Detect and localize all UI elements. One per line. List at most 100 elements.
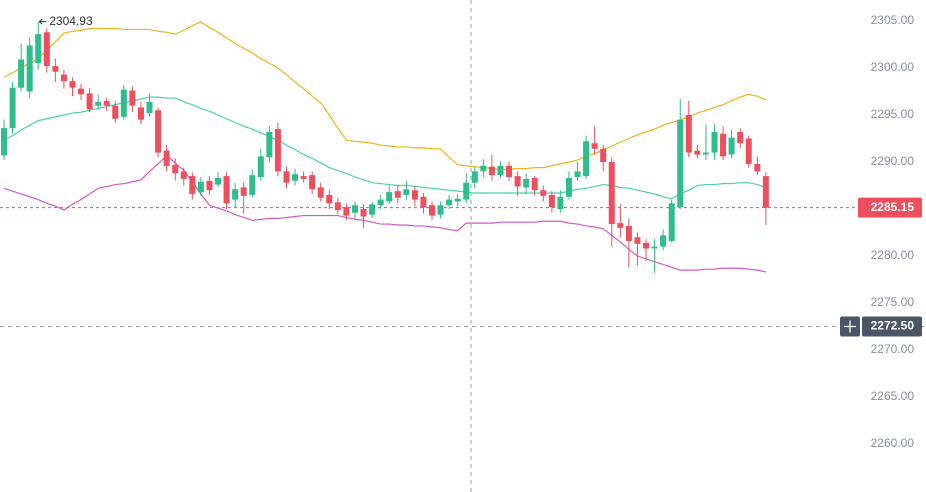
candle-body (565, 177, 572, 197)
candle-body (9, 87, 16, 129)
candle-body (634, 237, 641, 244)
y-tick-label: 2300.00 (871, 60, 915, 74)
candle-body (728, 137, 735, 155)
last-price-label: 2285.15 (871, 200, 915, 214)
bollinger-band (3, 21, 767, 171)
y-tick-label: 2275.00 (871, 295, 915, 309)
candle-body (1, 128, 7, 156)
crosshair-tag (862, 316, 922, 337)
candle-body (463, 182, 470, 200)
candle-body (35, 34, 42, 64)
candle-body (702, 152, 709, 155)
candle-body (643, 242, 649, 249)
candle-body (95, 101, 102, 106)
candle-body (625, 225, 632, 241)
candle-body (146, 101, 153, 114)
candle-body (540, 190, 547, 196)
candle-body (583, 141, 590, 177)
candle-body (480, 165, 487, 172)
candle-body (52, 66, 59, 72)
candle-body (155, 110, 162, 153)
candle-body (309, 175, 316, 190)
candle-body (454, 198, 461, 202)
crosshair-add-icon (844, 320, 856, 333)
candle-body (685, 114, 692, 153)
candle-body (497, 165, 504, 176)
candle-body (548, 194, 555, 208)
candles-layer: 2304.93 (1, 14, 769, 273)
candle-body (762, 176, 769, 208)
candle-body (103, 100, 110, 106)
y-tick-label: 2305.00 (871, 13, 915, 27)
candle-body (129, 90, 136, 106)
candle-body (557, 196, 564, 210)
candle-body (531, 177, 538, 191)
candle-body (334, 202, 341, 210)
candle-body (677, 119, 684, 208)
candle-body (574, 171, 581, 178)
candle-body (386, 192, 393, 202)
candle-body (172, 164, 179, 174)
candle-body (18, 59, 25, 88)
high-marker-arrow (38, 18, 47, 25)
candle-body (78, 88, 85, 95)
y-tick-label: 2280.00 (871, 248, 915, 262)
candle-body (694, 150, 701, 155)
candle-body (711, 131, 718, 153)
y-tick-label: 2295.00 (871, 107, 915, 121)
candle-body (232, 189, 239, 200)
candle-body (257, 156, 264, 178)
candle-body (215, 177, 221, 185)
candle-body (506, 165, 513, 178)
candle-body (591, 143, 598, 149)
candle-body (137, 107, 144, 120)
candle-body (488, 166, 495, 176)
candle-body (86, 93, 93, 110)
candle-body (206, 180, 213, 191)
candle-body (240, 187, 247, 196)
candle-body (266, 131, 273, 158)
candle-body (189, 176, 196, 194)
candle-body (249, 175, 256, 195)
candle-body (668, 203, 675, 241)
candle-body (223, 176, 230, 204)
candle-body (429, 205, 435, 216)
candle-body (326, 194, 333, 204)
candle-body (180, 171, 187, 179)
candle-body (69, 81, 76, 88)
candle-body (745, 138, 752, 164)
candle-body (446, 199, 453, 206)
candle-body (300, 176, 307, 179)
candle-body (523, 178, 530, 188)
crosshair-label: 2272.50 (871, 319, 915, 333)
candle-body (343, 207, 350, 216)
candle-body (163, 150, 170, 166)
high-marker-label: 2304.93 (49, 14, 93, 28)
y-tick-label: 2270.00 (871, 342, 915, 356)
candle-body (60, 74, 67, 82)
candle-body (720, 133, 727, 157)
candle-body (437, 205, 444, 215)
bands-layer (3, 21, 767, 273)
candle-body (608, 161, 615, 225)
candle-body (660, 235, 667, 247)
y-tick-label: 2290.00 (871, 154, 915, 168)
candle-body (377, 199, 384, 206)
candle-body (26, 45, 33, 92)
candle-body (120, 89, 127, 117)
candle-body (737, 131, 744, 144)
candle-body (403, 189, 410, 195)
candle-body (411, 190, 418, 200)
candle-body (471, 171, 478, 183)
candle-body (43, 32, 50, 67)
candle-body (197, 181, 204, 193)
candle-body (317, 187, 324, 198)
axis-layer: 2260.00 2265.00 2270.00 2275.00 2280.00 2285.… (840, 13, 922, 450)
last-price-tag (858, 197, 922, 218)
candle-body (394, 191, 401, 198)
candle-body (274, 129, 281, 172)
candle-body (600, 148, 607, 162)
candle-body (283, 171, 290, 183)
